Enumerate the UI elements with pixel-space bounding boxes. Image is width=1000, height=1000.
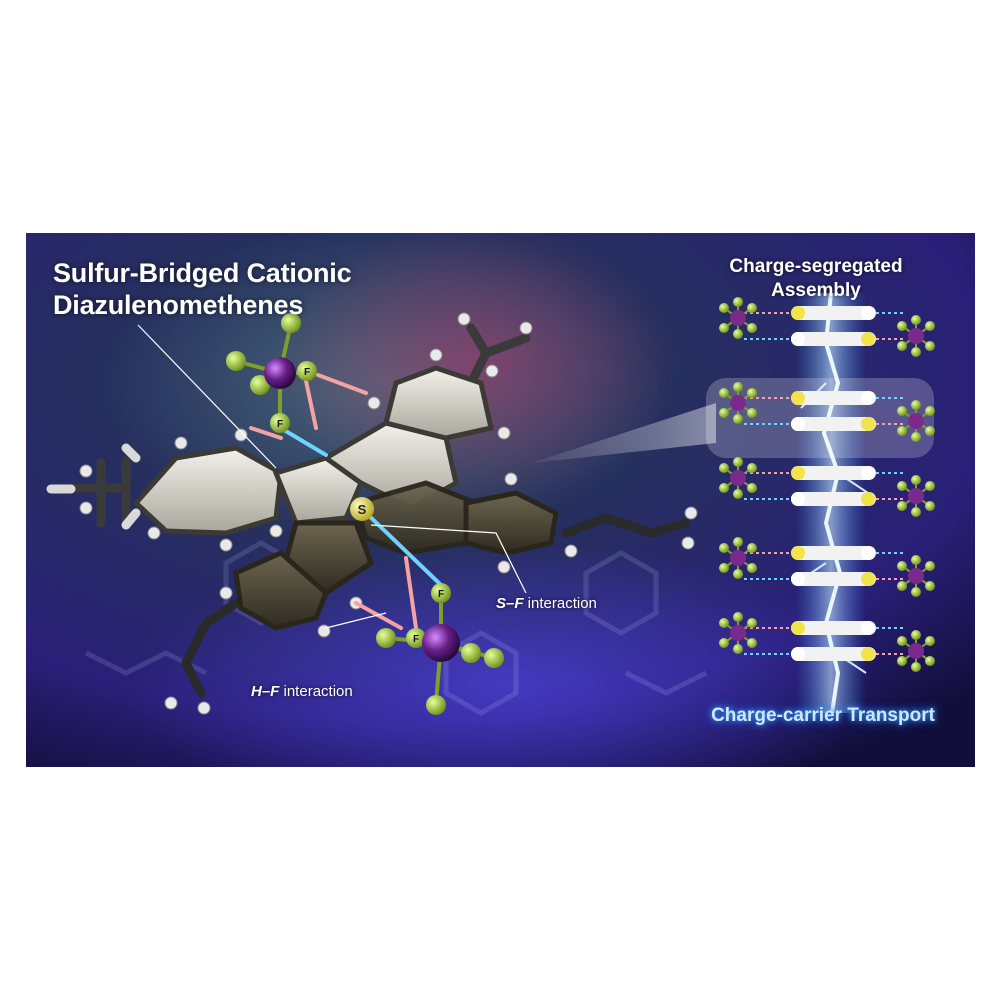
hydrogen-dot-bottom-4 [791, 647, 805, 661]
dark-seven-ring-right [463, 490, 559, 556]
sulfur-dot-bottom-4 [861, 647, 875, 661]
sulfur-dot-top-1 [791, 391, 805, 405]
cation-bar-bottom-1 [791, 417, 876, 431]
cation-bar-bottom-0 [791, 332, 876, 346]
sulfur-dot-bottom-3 [861, 572, 875, 586]
assembly-title-line-2: Assembly [771, 280, 861, 301]
cation-bar-top-4 [791, 621, 876, 635]
sulfur-atom [350, 497, 374, 521]
hydrogen-dot-top-1 [861, 391, 875, 405]
pf6-unit-left-0 [719, 297, 757, 339]
hf-prefix: H–F [251, 683, 280, 700]
sf-suffix: interaction [523, 595, 597, 612]
hydrogen-dot-top-4 [861, 621, 875, 635]
molecule-structure: S F F F F [46, 312, 698, 715]
stack-row-2 [719, 457, 935, 517]
cation-bar-bottom-2 [791, 492, 876, 506]
cation-bar-bottom-3 [791, 572, 876, 586]
stack-row-4 [719, 612, 935, 672]
pf6-anion-bottom [376, 583, 504, 715]
cation-bar-top-2 [791, 466, 876, 480]
hydrogen-dot-top-2 [861, 466, 875, 480]
alkyl-chain-right [561, 513, 691, 538]
sf-prefix: S–F [496, 595, 524, 612]
abstract-artwork: S F F F F [26, 233, 975, 767]
light-five-ring [272, 455, 365, 526]
fluorine-label-top-a: F [304, 367, 310, 378]
pf6-unit-right-4 [897, 630, 935, 672]
assembly-title-line-1: Charge-segregated [729, 256, 903, 277]
light-seven-ring-left [132, 445, 284, 536]
sulfur-atom-label: S [358, 502, 367, 517]
hydrogen-atoms [79, 312, 698, 715]
pf6-unit-left-4 [719, 612, 757, 654]
title-line-2: Diazulenomethenes [53, 290, 304, 320]
sulfur-dot-top-4 [791, 621, 805, 635]
zoom-beam [531, 403, 716, 463]
dark-seven-ring-left [233, 550, 329, 631]
hydrogen-dot-top-3 [861, 546, 875, 560]
pf6-unit-left-2 [719, 457, 757, 499]
sulfur-dot-bottom-1 [861, 417, 875, 431]
sulfur-dot-top-0 [791, 306, 805, 320]
sulfur-dot-top-2 [791, 466, 805, 480]
stack-row-1 [719, 382, 935, 442]
main-title: Sulfur-Bridged Cationic Diazulenomethene… [53, 257, 352, 321]
cation-bar-top-3 [791, 546, 876, 560]
hydrogen-dot-bottom-2 [791, 492, 805, 506]
cation-bar-top-1 [791, 391, 876, 405]
hydrogen-dot-top-0 [861, 306, 875, 320]
pf6-unit-left-1 [719, 382, 757, 424]
hf-interaction-label: H–F interaction [251, 683, 353, 700]
pf6-unit-right-3 [897, 555, 935, 597]
sulfur-dot-bottom-0 [861, 332, 875, 346]
sulfur-dot-bottom-2 [861, 492, 875, 506]
pf6-unit-left-3 [719, 537, 757, 579]
alkyl-chain-lower-left [181, 598, 241, 698]
assembly-title: Charge-segregated Assembly [706, 255, 926, 303]
sf-interaction-label: S–F interaction [496, 595, 597, 612]
hf-suffix: interaction [279, 683, 353, 700]
fluorine-label-bottom-b: F [413, 634, 419, 645]
pf6-unit-right-0 [897, 315, 935, 357]
label-leader-lines [137, 324, 527, 629]
cation-bar-bottom-4 [791, 647, 876, 661]
charge-segregated-assembly [706, 292, 935, 714]
light-seven-ring-right [382, 365, 494, 441]
pf6-unit-right-2 [897, 475, 935, 517]
fluorine-label-top-b: F [277, 419, 283, 430]
title-line-1: Sulfur-Bridged Cationic [53, 258, 352, 288]
fluorine-label-bottom-a: F [438, 589, 444, 600]
sulfur-dot-top-3 [791, 546, 805, 560]
pf6-unit-right-1 [897, 400, 935, 442]
interaction-bonds [249, 373, 443, 630]
alkyl-chain-left [66, 456, 131, 528]
hydrogen-dot-bottom-3 [791, 572, 805, 586]
cation-bar-top-0 [791, 306, 876, 320]
pf6-anion-top [226, 313, 317, 433]
hydrogen-dot-bottom-1 [791, 417, 805, 431]
stack-row-3 [719, 537, 935, 597]
assembly-footer: Charge-carrier Transport [711, 705, 935, 726]
hydrogen-dot-bottom-0 [791, 332, 805, 346]
graphical-abstract: S F F F F Sulfur-Bridged Cation [26, 233, 975, 767]
stack-row-0 [719, 297, 935, 357]
